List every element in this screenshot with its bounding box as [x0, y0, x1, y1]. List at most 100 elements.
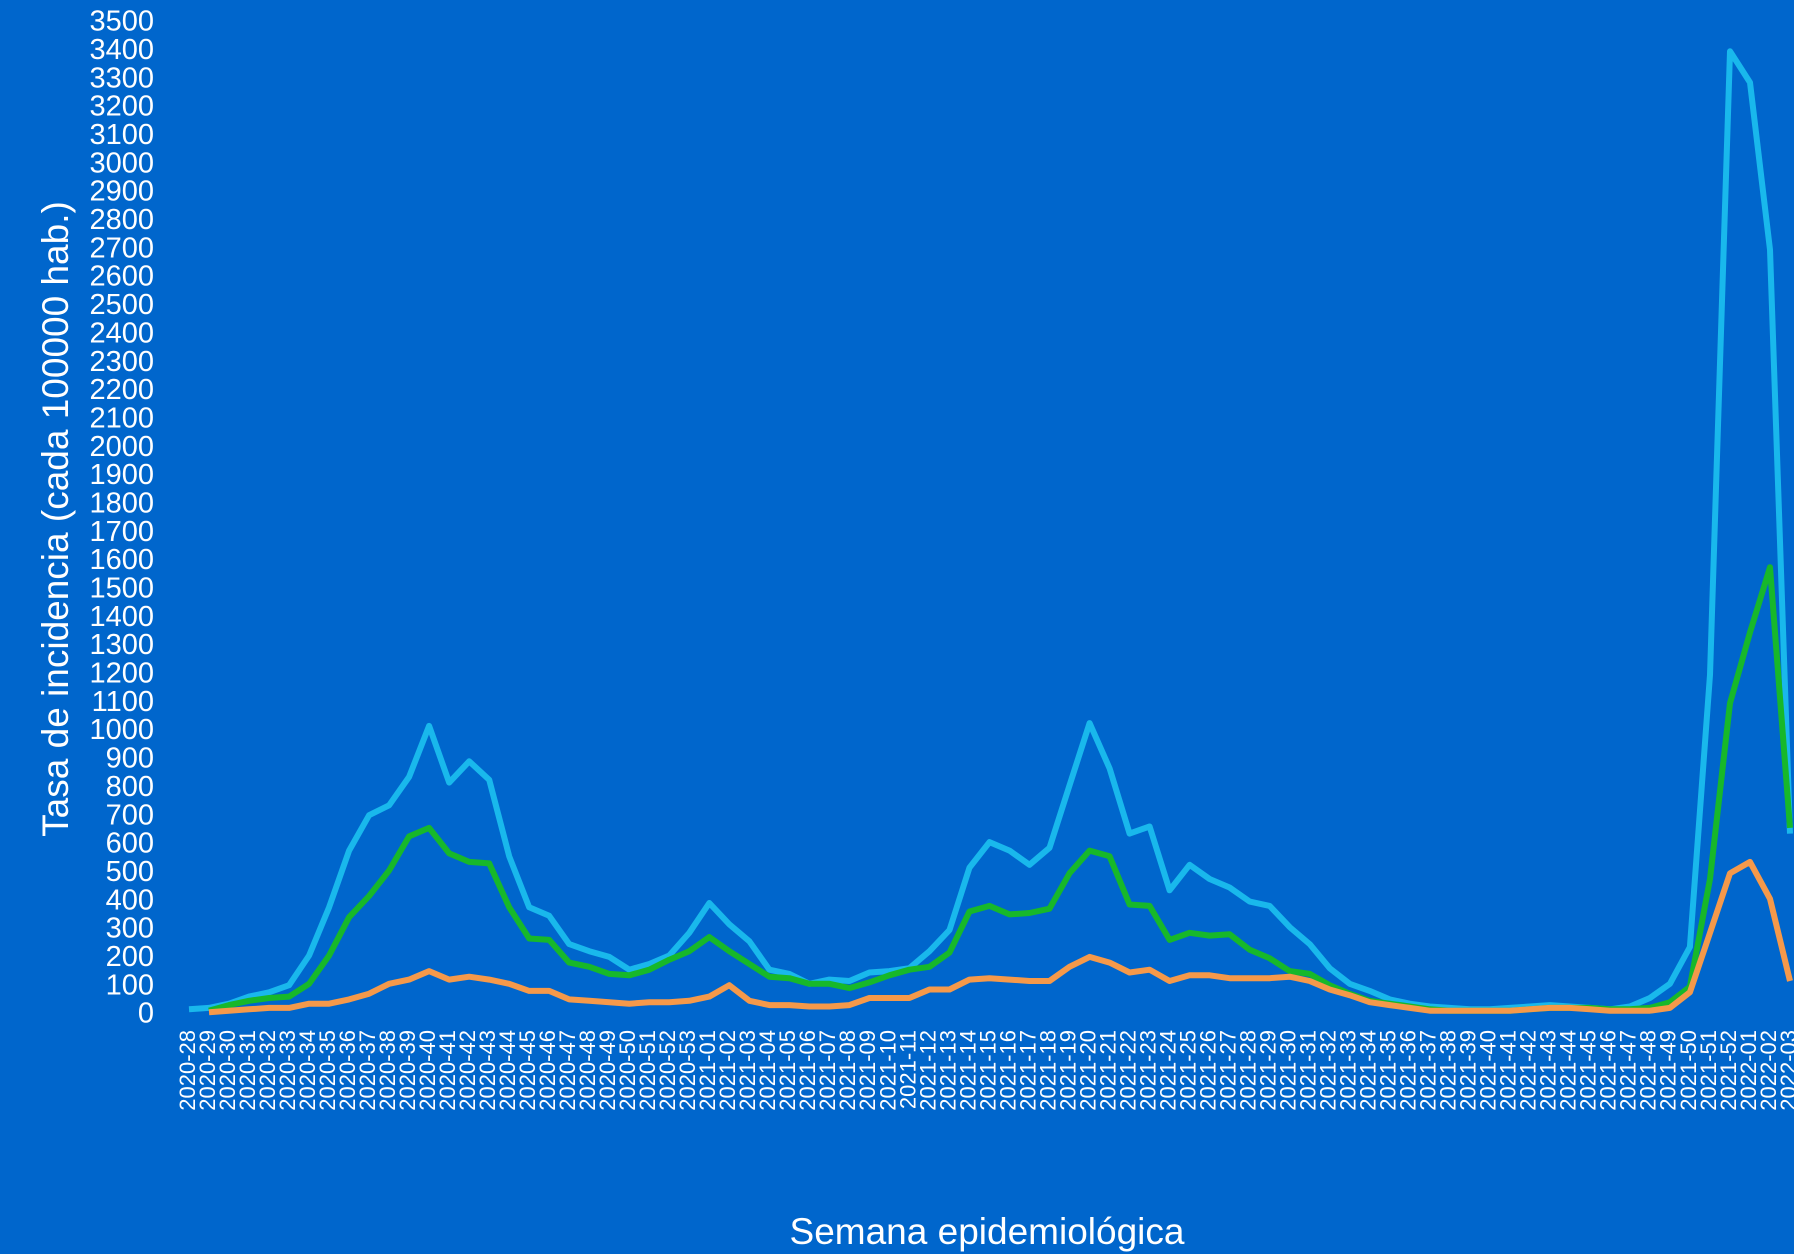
x-tick-label: 2021-20 — [1075, 1030, 1100, 1111]
x-tick-label: 2021-25 — [1175, 1030, 1200, 1111]
x-tick-label: 2021-09 — [855, 1030, 880, 1111]
x-tick-label: 2021-14 — [955, 1030, 980, 1111]
y-tick-label: 2300 — [89, 346, 154, 378]
x-tick-label: 2021-07 — [815, 1030, 840, 1111]
x-tick-label: 2021-21 — [1095, 1030, 1120, 1111]
x-tick-label: 2021-47 — [1616, 1030, 1641, 1111]
x-tick-label: 2020-33 — [275, 1030, 300, 1111]
x-tick-label: 2021-52 — [1716, 1030, 1741, 1111]
y-tick-label: 1200 — [89, 658, 154, 690]
x-tick-label: 2021-50 — [1676, 1030, 1701, 1111]
x-tick-label: 2021-37 — [1416, 1030, 1441, 1111]
x-tick-label: 2021-16 — [995, 1030, 1020, 1111]
x-tick-label: 2021-18 — [1035, 1030, 1060, 1111]
x-tick-label: 2021-32 — [1316, 1030, 1341, 1111]
x-tick-label: 2021-31 — [1296, 1030, 1321, 1111]
x-tick-label: 2021-13 — [935, 1030, 960, 1111]
x-tick-label: 2021-01 — [695, 1030, 720, 1111]
x-tick-label: 2020-43 — [475, 1030, 500, 1111]
y-tick-label: 1100 — [92, 686, 154, 718]
x-tick-label: 2021-24 — [1155, 1030, 1180, 1111]
x-tick-label: 2020-44 — [495, 1030, 520, 1111]
x-tick-label: 2021-51 — [1696, 1030, 1721, 1111]
x-tick-label: 2021-27 — [1215, 1030, 1240, 1111]
y-tick-label: 800 — [106, 771, 154, 803]
y-tick-label: 1000 — [89, 714, 154, 746]
x-tick-label: 2021-45 — [1576, 1030, 1601, 1111]
y-tick-label: 200 — [106, 941, 154, 973]
y-tick-label: 1700 — [89, 516, 154, 548]
y-tick-label: 100 — [106, 969, 154, 1001]
x-tick-label: 2021-19 — [1055, 1030, 1080, 1111]
x-tick-label: 2021-49 — [1656, 1030, 1681, 1111]
x-tick-label: 2021-33 — [1336, 1030, 1361, 1111]
x-tick-label: 2020-31 — [235, 1030, 260, 1111]
y-tick-label: 3400 — [89, 34, 154, 66]
x-tick-label: 2021-08 — [835, 1030, 860, 1111]
x-tick-label: 2021-38 — [1436, 1030, 1461, 1111]
x-tick-label: 2021-48 — [1636, 1030, 1661, 1111]
y-tick-label: 1900 — [89, 459, 154, 491]
x-tick-label: 2020-38 — [375, 1030, 400, 1111]
x-tick-label: 2021-17 — [1015, 1030, 1040, 1111]
y-tick-label: 1300 — [89, 629, 154, 661]
x-tick-label: 2020-34 — [295, 1030, 320, 1111]
y-tick-label: 1500 — [89, 573, 154, 605]
x-tick-label: 2021-39 — [1456, 1030, 1481, 1111]
y-tick-label: 1400 — [89, 601, 154, 633]
y-tick-label: 300 — [106, 913, 154, 945]
x-tick-label: 2022-03 — [1776, 1030, 1794, 1111]
x-tick-label: 2021-22 — [1115, 1030, 1140, 1111]
x-tick-label: 2021-29 — [1255, 1030, 1280, 1111]
x-tick-label: 2020-28 — [175, 1030, 200, 1111]
y-tick-label: 2500 — [89, 289, 154, 321]
y-axis-label: Tasa de incidencia (cada 100000 hab.) — [35, 201, 76, 837]
x-tick-label: 2020-45 — [515, 1030, 540, 1111]
x-tick-label: 2020-36 — [335, 1030, 360, 1111]
y-tick-label: 2100 — [89, 402, 154, 434]
y-tick-label: 2700 — [89, 232, 154, 264]
x-tick-label: 2021-05 — [775, 1030, 800, 1111]
x-tick-label: 2020-53 — [675, 1030, 700, 1111]
x-tick-label: 2021-12 — [915, 1030, 940, 1111]
x-tick-label: 2020-50 — [615, 1030, 640, 1111]
y-tick-label: 1600 — [89, 544, 154, 576]
x-tick-label: 2021-15 — [975, 1030, 1000, 1111]
x-tick-label: 2021-46 — [1596, 1030, 1621, 1111]
x-tick-label: 2021-26 — [1195, 1030, 1220, 1111]
y-tick-label: 2400 — [89, 317, 154, 349]
x-tick-label: 2021-35 — [1376, 1030, 1401, 1111]
y-tick-label: 2200 — [89, 374, 154, 406]
x-tick-label: 2020-48 — [575, 1030, 600, 1111]
x-tick-label: 2020-47 — [555, 1030, 580, 1111]
y-tick-label: 900 — [106, 743, 154, 775]
x-tick-label: 2020-41 — [435, 1030, 460, 1111]
series-line — [188, 48, 1793, 1013]
x-tick-label: 2020-35 — [315, 1030, 340, 1111]
x-tick-label: 2021-42 — [1516, 1030, 1541, 1111]
x-tick-label: 2021-02 — [715, 1030, 740, 1111]
y-tick-label: 3300 — [89, 62, 154, 94]
series-line — [208, 858, 1793, 1016]
x-tick-label: 2021-28 — [1235, 1030, 1260, 1111]
x-tick-label: 2021-06 — [795, 1030, 820, 1111]
x-axis-label: Semana epidemiológica — [790, 1211, 1185, 1252]
y-tick-label: 700 — [106, 799, 154, 831]
x-tick-label: 2021-04 — [755, 1030, 780, 1111]
y-tick-label: 3000 — [89, 147, 154, 179]
y-tick-label: 500 — [106, 856, 154, 888]
x-tick-label: 2021-41 — [1496, 1030, 1521, 1111]
x-tick-label: 2021-43 — [1536, 1030, 1561, 1111]
y-tick-label: 0 — [138, 998, 154, 1030]
x-tick-label: 2020-52 — [655, 1030, 680, 1111]
x-tick-label: 2021-03 — [735, 1030, 760, 1111]
x-tick-label: 2022-02 — [1756, 1030, 1781, 1111]
x-tick-label: 2020-40 — [415, 1030, 440, 1111]
x-tick-label: 2021-36 — [1396, 1030, 1421, 1111]
x-tick-label: 2020-32 — [255, 1030, 280, 1111]
y-tick-label: 2800 — [89, 204, 154, 236]
series-line — [208, 564, 1793, 1014]
x-tick-label: 2020-37 — [355, 1030, 380, 1111]
x-tick-label: 2022-01 — [1736, 1030, 1761, 1111]
